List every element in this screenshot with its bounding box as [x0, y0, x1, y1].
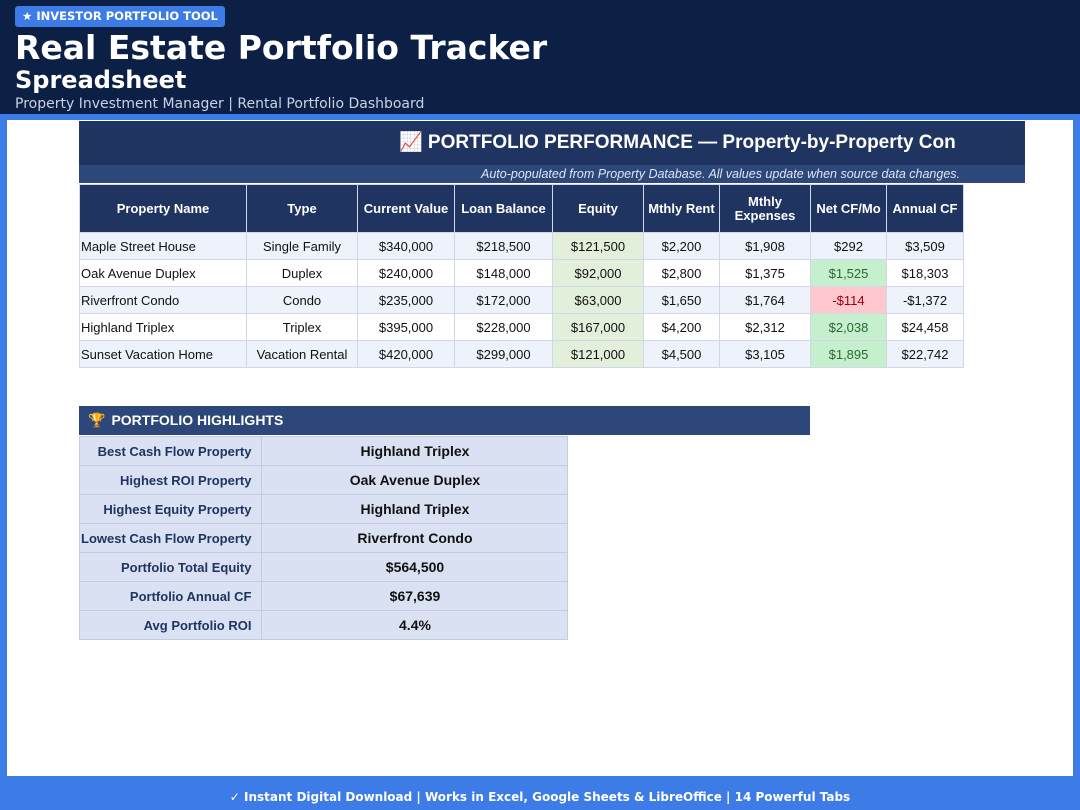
performance-banner: 📈 PORTFOLIO PERFORMANCE — Property-by-Pr…	[79, 121, 1025, 165]
highlight-value[interactable]: Highland Triplex	[261, 494, 569, 524]
highlight-value[interactable]: Highland Triplex	[261, 436, 569, 466]
monthly-expenses-cell[interactable]: $1,908	[719, 232, 811, 260]
page-subtitle: Spreadsheet	[15, 66, 187, 94]
table-body: Maple Street House Single Family $340,000 $…	[79, 232, 964, 368]
column-header[interactable]: Loan Balance	[454, 184, 553, 233]
annual-cf-cell[interactable]: $22,742	[886, 340, 964, 368]
property-name-cell[interactable]: Highland Triplex	[79, 313, 247, 341]
highlights-title: PORTFOLIO HIGHLIGHTS	[111, 412, 284, 428]
property-name-cell[interactable]: Oak Avenue Duplex	[79, 259, 247, 287]
table-header-row: Property Name Type Current Value Loan Balan…	[79, 184, 964, 233]
type-cell[interactable]: Condo	[246, 286, 358, 314]
highlight-value[interactable]: 4.4%	[261, 610, 569, 640]
property-name-cell[interactable]: Sunset Vacation Home	[79, 340, 247, 368]
current-value-cell[interactable]: $395,000	[357, 313, 455, 341]
net-cf-cell[interactable]: $292	[810, 232, 887, 260]
highlight-row: Best Cash Flow Property Highland Triplex	[78, 436, 569, 466]
highlight-label[interactable]: Avg Portfolio ROI	[78, 610, 263, 640]
monthly-rent-cell[interactable]: $4,200	[643, 313, 720, 341]
monthly-rent-cell[interactable]: $2,200	[643, 232, 720, 260]
current-value-cell[interactable]: $420,000	[357, 340, 455, 368]
highlight-value[interactable]: Riverfront Condo	[261, 523, 569, 553]
highlight-row: Lowest Cash Flow Property Riverfront Cond…	[78, 523, 569, 553]
highlight-value[interactable]: $67,639	[261, 581, 569, 611]
performance-title: 📈 PORTFOLIO PERFORMANCE — Property-by-Pr…	[399, 132, 956, 153]
annual-cf-cell[interactable]: -$1,372	[886, 286, 964, 314]
page-header: ★ INVESTOR PORTFOLIO TOOL Real Estate Po…	[0, 0, 1080, 116]
highlight-label[interactable]: Highest ROI Property	[78, 465, 263, 495]
column-header[interactable]: Property Name	[79, 184, 247, 233]
loan-balance-cell[interactable]: $218,500	[454, 232, 553, 260]
performance-note: Auto-populated from Property Database. A…	[79, 165, 1025, 183]
column-header[interactable]: Current Value	[357, 184, 455, 233]
monthly-expenses-cell[interactable]: $1,375	[719, 259, 811, 287]
highlights-body: Best Cash Flow Property Highland Triplex H…	[78, 436, 569, 640]
current-value-cell[interactable]: $340,000	[357, 232, 455, 260]
loan-balance-cell[interactable]: $299,000	[454, 340, 553, 368]
highlight-label[interactable]: Portfolio Annual CF	[78, 581, 263, 611]
type-cell[interactable]: Duplex	[246, 259, 358, 287]
highlight-row: Highest Equity Property Highland Triplex	[78, 494, 569, 524]
highlight-value[interactable]: $564,500	[261, 552, 569, 582]
highlight-row: Portfolio Total Equity $564,500	[78, 552, 569, 582]
monthly-expenses-cell[interactable]: $1,764	[719, 286, 811, 314]
annual-cf-cell[interactable]: $3,509	[886, 232, 964, 260]
equity-cell[interactable]: $121,000	[552, 340, 644, 368]
type-cell[interactable]: Triplex	[246, 313, 358, 341]
highlights-table: Best Cash Flow Property Highland Triplex H…	[78, 436, 569, 640]
monthly-expenses-cell[interactable]: $2,312	[719, 313, 811, 341]
loan-balance-cell[interactable]: $228,000	[454, 313, 553, 341]
annual-cf-cell[interactable]: $24,458	[886, 313, 964, 341]
net-cf-cell[interactable]: $1,525	[810, 259, 887, 287]
table-row: Oak Avenue Duplex Duplex $240,000 $148,000 $…	[79, 259, 964, 287]
table-row: Riverfront Condo Condo $235,000 $172,000 $63…	[79, 286, 964, 314]
loan-balance-cell[interactable]: $172,000	[454, 286, 553, 314]
highlight-label[interactable]: Lowest Cash Flow Property	[78, 523, 263, 553]
page-tagline: Property Investment Manager | Rental Por…	[15, 96, 425, 112]
column-header[interactable]: Equity	[552, 184, 644, 233]
table-row: Sunset Vacation Home Vacation Rental $420,…	[79, 340, 964, 368]
equity-cell[interactable]: $92,000	[552, 259, 644, 287]
highlight-label[interactable]: Portfolio Total Equity	[78, 552, 263, 582]
net-cf-cell[interactable]: $1,895	[810, 340, 887, 368]
highlight-row: Avg Portfolio ROI 4.4%	[78, 610, 569, 640]
type-cell[interactable]: Single Family	[246, 232, 358, 260]
monthly-rent-cell[interactable]: $4,500	[643, 340, 720, 368]
highlights-banner: 🏆 PORTFOLIO HIGHLIGHTS	[79, 406, 810, 435]
table-row: Maple Street House Single Family $340,000 $…	[79, 232, 964, 260]
current-value-cell[interactable]: $240,000	[357, 259, 455, 287]
net-cf-cell[interactable]: -$114	[810, 286, 887, 314]
equity-cell[interactable]: $121,500	[552, 232, 644, 260]
tool-badge: ★ INVESTOR PORTFOLIO TOOL	[15, 6, 225, 27]
column-header[interactable]: Mthly Expenses	[719, 184, 811, 233]
highlight-row: Portfolio Annual CF $67,639	[78, 581, 569, 611]
loan-balance-cell[interactable]: $148,000	[454, 259, 553, 287]
current-value-cell[interactable]: $235,000	[357, 286, 455, 314]
column-header[interactable]: Annual CF	[886, 184, 964, 233]
highlight-label[interactable]: Best Cash Flow Property	[78, 436, 263, 466]
property-name-cell[interactable]: Riverfront Condo	[79, 286, 247, 314]
column-header[interactable]: Net CF/Mo	[810, 184, 887, 233]
equity-cell[interactable]: $167,000	[552, 313, 644, 341]
highlight-label[interactable]: Highest Equity Property	[78, 494, 263, 524]
performance-table: Property Name Type Current Value Loan Balan…	[79, 184, 964, 368]
annual-cf-cell[interactable]: $18,303	[886, 259, 964, 287]
highlight-row: Highest ROI Property Oak Avenue Duplex	[78, 465, 569, 495]
property-name-cell[interactable]: Maple Street House	[79, 232, 247, 260]
footer-bar: ✓ Instant Digital Download | Works in Ex…	[0, 784, 1080, 810]
column-header[interactable]: Mthly Rent	[643, 184, 720, 233]
column-header[interactable]: Type	[246, 184, 358, 233]
trophy-icon: 🏆	[88, 412, 106, 428]
monthly-rent-cell[interactable]: $2,800	[643, 259, 720, 287]
monthly-rent-cell[interactable]: $1,650	[643, 286, 720, 314]
type-cell[interactable]: Vacation Rental	[246, 340, 358, 368]
page-title: Real Estate Portfolio Tracker	[15, 28, 548, 67]
monthly-expenses-cell[interactable]: $3,105	[719, 340, 811, 368]
highlight-value[interactable]: Oak Avenue Duplex	[261, 465, 569, 495]
table-row: Highland Triplex Triplex $395,000 $228,000 $…	[79, 313, 964, 341]
equity-cell[interactable]: $63,000	[552, 286, 644, 314]
net-cf-cell[interactable]: $2,038	[810, 313, 887, 341]
